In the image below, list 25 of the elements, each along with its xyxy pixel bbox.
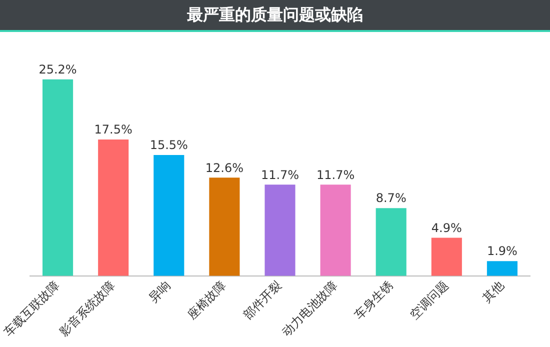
bar (98, 139, 129, 276)
data-label: 4.9% (431, 220, 462, 235)
data-label: 12.6% (205, 160, 244, 175)
data-label: 17.5% (94, 122, 132, 137)
bar (486, 261, 518, 276)
x-tick-label: 车身生锈 (352, 278, 396, 322)
bar (376, 208, 406, 276)
bar (154, 155, 184, 276)
bar (320, 184, 351, 276)
chart-title: 最严重的质量问题或缺陷 (187, 4, 363, 26)
x-tick-label: 其他 (480, 278, 507, 306)
bar (42, 79, 74, 276)
bar (264, 184, 296, 276)
data-label: 11.7% (260, 168, 300, 182)
data-label: 15.5% (150, 138, 188, 152)
bar (431, 238, 462, 276)
x-tick-label: 空调问题 (407, 278, 451, 322)
x-tick-label: 座椅故障 (184, 278, 229, 322)
x-tick-label: 异响 (146, 278, 174, 306)
data-label: 25.2% (38, 62, 77, 77)
x-tick-label: 部件开裂 (240, 278, 284, 322)
data-label: 11.7% (316, 168, 355, 182)
bar (209, 178, 240, 276)
data-label: 8.7% (376, 191, 406, 206)
data-label: 1.9% (486, 244, 518, 258)
